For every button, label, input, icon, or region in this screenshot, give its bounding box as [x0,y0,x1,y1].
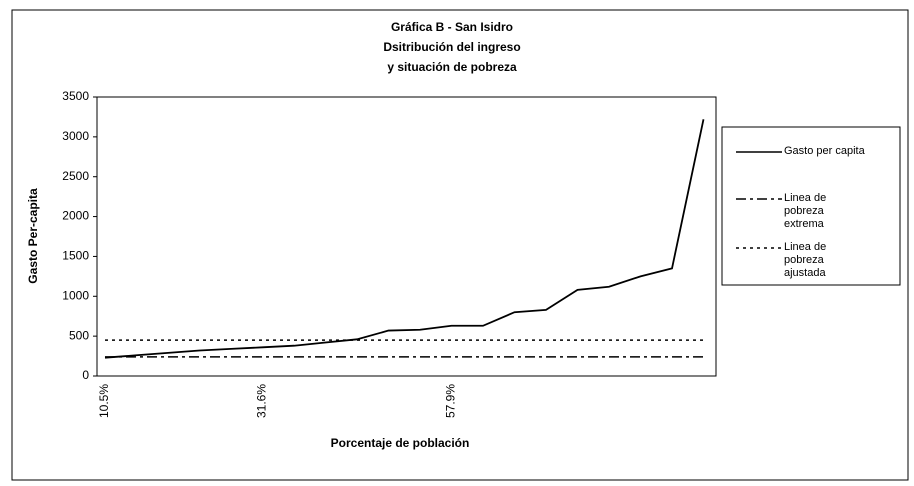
legend-label: Linea de pobreza extrema [784,192,827,230]
y-tick-label: 500 [69,328,89,342]
x-tick-label: 10.5% [97,384,111,418]
x-tick-label: 31.6% [255,384,269,418]
y-tick-label: 3500 [62,89,89,103]
legend-label: Linea de pobreza ajustada [784,241,827,279]
y-tick-label: 1000 [62,288,89,302]
data-line [104,119,705,359]
y-tick-label: 0 [82,368,89,382]
y-tick-label: 2000 [62,209,89,223]
chart-title: Gráfica B - San Isidro [391,20,513,34]
frame [11,9,909,481]
chart-title: Dsitribución del ingreso [383,40,520,54]
y-tick-label: 1500 [62,249,89,263]
chart-title: y situación de pobreza [387,60,517,74]
x-tick-label: 57.9% [444,384,458,418]
legend-label: Gasto per capita [784,145,865,157]
plot-area [96,96,717,377]
legend-box [721,126,901,286]
y-tick-label: 2500 [62,169,89,183]
x-axis-label: Porcentaje de población [331,436,470,450]
y-tick-label: 3000 [62,129,89,143]
y-axis-label: Gasto Per-capita [26,188,40,284]
